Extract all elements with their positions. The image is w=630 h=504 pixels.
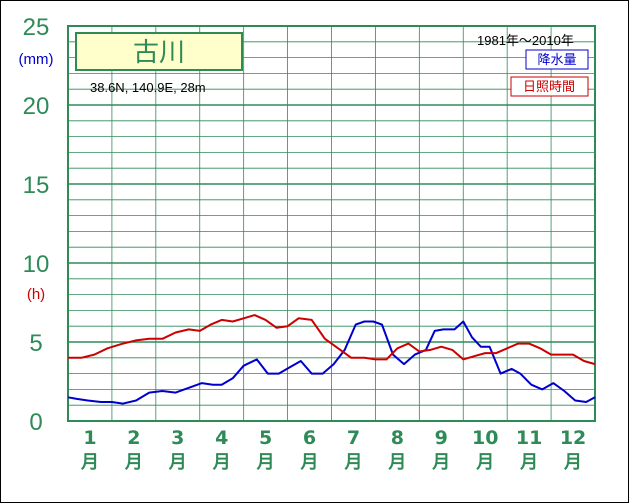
grid-lines xyxy=(68,26,595,421)
month-suffix: 月 xyxy=(387,452,406,473)
y-tick-label: 0 xyxy=(29,409,42,436)
month-suffix: 月 xyxy=(80,452,99,473)
month-suffix: 月 xyxy=(300,452,319,473)
y-axis-unit-left: (mm) xyxy=(19,51,54,68)
month-number: 3 xyxy=(171,427,184,449)
series-line-precipitation xyxy=(67,320,596,405)
month-number: 9 xyxy=(435,427,448,449)
month-suffix: 月 xyxy=(563,452,582,473)
legend: 降水量 日照時間 xyxy=(510,49,589,97)
title-box xyxy=(75,32,243,71)
month-suffix: 月 xyxy=(124,452,143,473)
plot-border xyxy=(67,25,596,422)
y-tick-label: 25 xyxy=(23,14,50,41)
month-number: 4 xyxy=(215,427,228,449)
chart-title: 古川 xyxy=(133,37,185,67)
month-suffix: 月 xyxy=(212,452,231,473)
series-lines xyxy=(67,314,596,405)
y-tick-labels: 0 5 10 15 20 25 xyxy=(23,14,50,436)
month-suffix: 月 xyxy=(343,452,362,473)
y-tick-label: 5 xyxy=(29,330,42,357)
month-number: 12 xyxy=(560,427,586,449)
month-number: 6 xyxy=(303,427,316,449)
series-line-sunshine xyxy=(68,314,596,366)
period-label: 1981年～2010年 xyxy=(477,33,574,48)
month-number: 10 xyxy=(472,427,498,449)
month-suffix: 月 xyxy=(168,452,187,473)
month-number: 11 xyxy=(516,427,542,449)
legend-precip-label: 降水量 xyxy=(537,52,576,67)
y-tick-label: 15 xyxy=(23,172,50,199)
legend-sunshine-label: 日照時間 xyxy=(523,79,575,94)
month-number: 2 xyxy=(127,427,140,449)
legend-precip-box xyxy=(525,49,589,70)
month-number: 1 xyxy=(83,427,96,449)
month-labels: 1 月 2 月 3 月 4 月 5 月 6 月 7 月 8 月 9 月 10 月 11 月 12 月 xyxy=(80,427,586,473)
legend-sunshine-box xyxy=(510,76,589,97)
y-tick-label: 10 xyxy=(23,251,50,278)
month-number: 8 xyxy=(391,427,404,449)
month-number: 7 xyxy=(347,427,360,449)
y-axis-unit-right: (h) xyxy=(27,286,45,303)
station-info: 38.6N, 140.9E, 28m xyxy=(90,80,206,95)
month-suffix: 月 xyxy=(256,452,275,473)
month-number: 5 xyxy=(259,427,272,449)
month-suffix: 月 xyxy=(431,452,450,473)
y-tick-label: 20 xyxy=(23,93,50,120)
month-suffix: 月 xyxy=(475,452,494,473)
month-suffix: 月 xyxy=(519,452,538,473)
